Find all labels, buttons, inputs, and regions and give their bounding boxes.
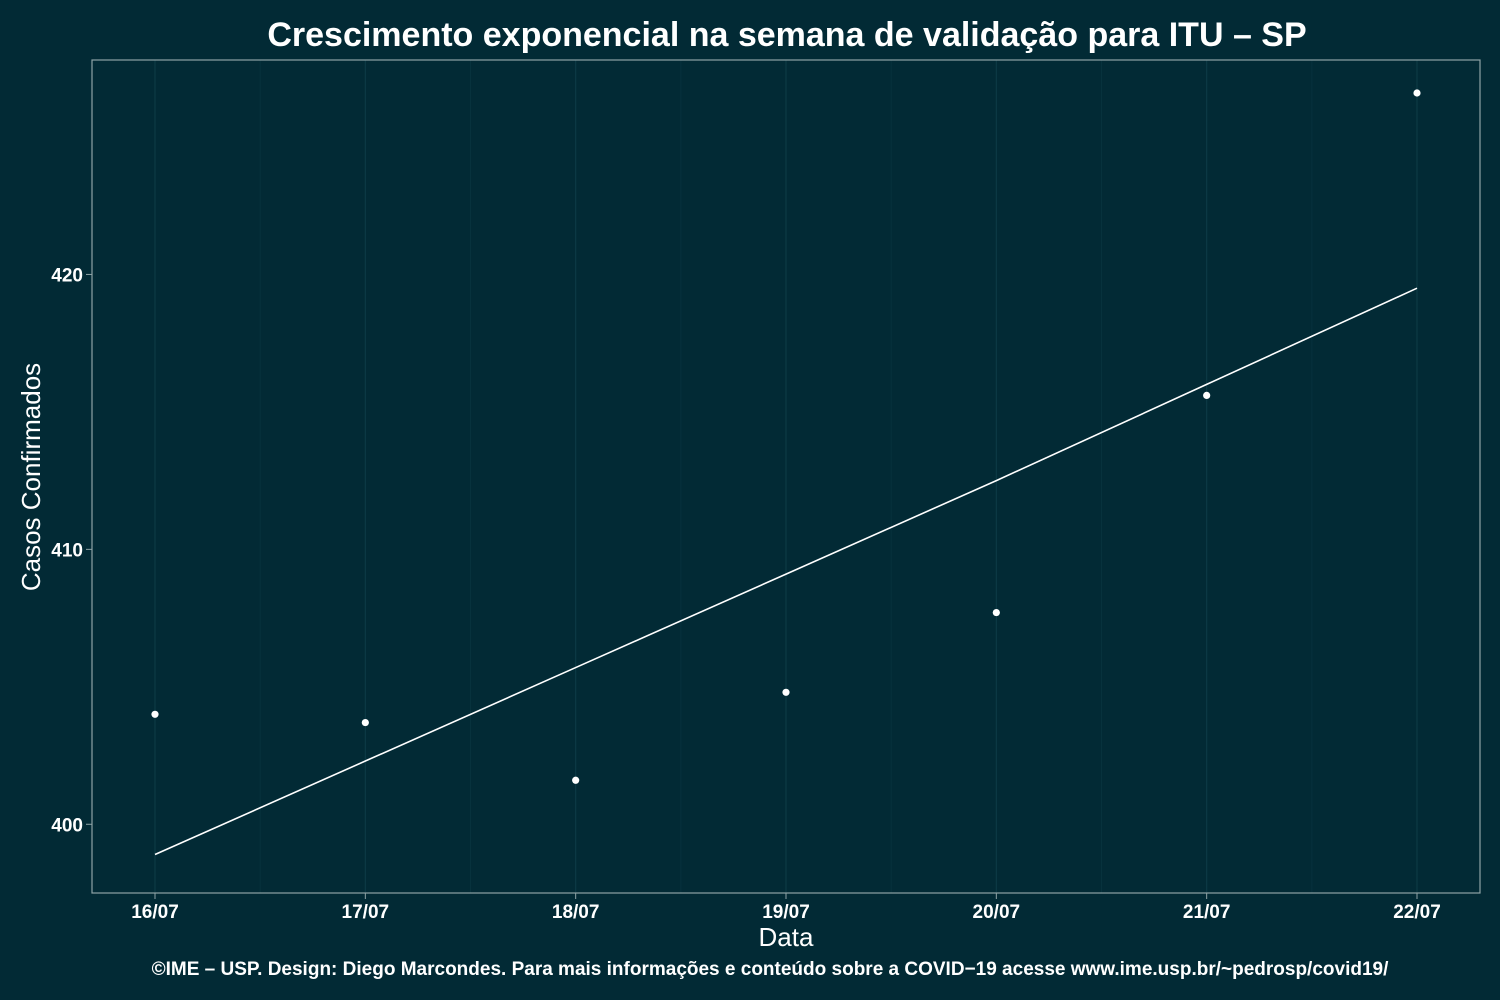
y-tick-label: 400 xyxy=(51,815,83,836)
data-point xyxy=(151,710,159,718)
data-point xyxy=(992,608,1000,617)
data-point xyxy=(1413,89,1421,97)
data-point xyxy=(1203,391,1211,399)
chart-caption: ©IME – USP. Design: Diego Marcondes. Par… xyxy=(152,959,1389,980)
x-tick-label: 19/07 xyxy=(762,902,810,923)
data-point xyxy=(572,776,580,784)
chart-grid xyxy=(154,60,1418,893)
data-point xyxy=(361,718,369,727)
y-tick-label: 420 xyxy=(51,265,83,286)
fit-line xyxy=(154,287,1418,856)
x-axis: 16/07 17/07 18/07 19/07 20/07 21/07 22/07 xyxy=(131,893,1441,923)
y-tick-label: 410 xyxy=(51,540,83,561)
x-tick-label: 18/07 xyxy=(552,902,600,923)
x-tick-label: 20/07 xyxy=(973,902,1021,923)
x-tick-label: 17/07 xyxy=(342,902,390,923)
plot-marks xyxy=(151,89,1421,856)
data-point xyxy=(782,688,790,696)
x-tick-label: 22/07 xyxy=(1393,902,1441,923)
chart-title: Crescimento exponencial na semana de val… xyxy=(267,16,1306,54)
x-tick-label: 16/07 xyxy=(131,902,179,923)
x-axis-title: Data xyxy=(759,922,814,952)
y-axis-title: Casos Confirmados xyxy=(16,363,46,591)
y-axis: 400 410 420 xyxy=(51,265,92,836)
x-tick-label: 21/07 xyxy=(1183,902,1231,923)
